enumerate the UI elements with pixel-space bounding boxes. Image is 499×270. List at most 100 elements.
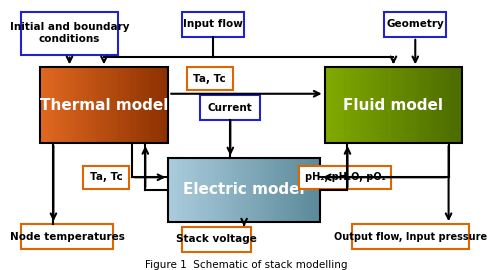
Bar (247, 158, 250, 222)
Bar (127, 67, 130, 143)
Bar (344, 67, 347, 143)
Bar (68, 67, 70, 143)
Bar (187, 67, 233, 90)
Text: Thermal model: Thermal model (40, 98, 168, 113)
Bar (168, 158, 320, 222)
Bar (271, 158, 274, 222)
Bar (65, 67, 68, 143)
Bar (208, 158, 211, 222)
Bar (171, 158, 174, 222)
Bar (440, 67, 443, 143)
Bar (78, 67, 81, 143)
Bar (181, 158, 184, 222)
Bar (302, 158, 305, 222)
Bar (366, 67, 369, 143)
Bar (187, 158, 190, 222)
Bar (132, 67, 135, 143)
Bar (109, 67, 112, 143)
Bar (402, 67, 405, 143)
Bar (396, 67, 399, 143)
Bar (190, 158, 193, 222)
Bar (384, 12, 446, 37)
Bar (217, 158, 220, 222)
Bar (55, 67, 58, 143)
Bar (259, 158, 262, 222)
Bar (107, 67, 109, 143)
Bar (363, 67, 366, 143)
Bar (220, 158, 223, 222)
Bar (88, 67, 91, 143)
Bar (385, 67, 388, 143)
Bar (407, 67, 410, 143)
Text: Current: Current (208, 103, 252, 113)
Bar (140, 67, 143, 143)
Bar (314, 158, 317, 222)
Text: Initial and boundary
conditions: Initial and boundary conditions (10, 22, 129, 44)
Bar (377, 67, 380, 143)
Bar (238, 158, 241, 222)
Bar (443, 67, 446, 143)
Bar (145, 67, 148, 143)
Bar (63, 67, 65, 143)
Bar (232, 158, 235, 222)
Bar (280, 158, 283, 222)
Bar (50, 67, 52, 143)
Bar (324, 67, 327, 143)
Bar (446, 67, 449, 143)
Bar (161, 67, 163, 143)
Bar (274, 158, 277, 222)
Bar (86, 67, 88, 143)
Bar (289, 158, 292, 222)
Bar (427, 67, 429, 143)
Bar (202, 158, 205, 222)
Bar (158, 67, 161, 143)
Bar (178, 158, 181, 222)
Bar (223, 158, 226, 222)
Bar (39, 67, 168, 143)
Text: Ta, Tc: Ta, Tc (193, 73, 226, 84)
Bar (438, 67, 440, 143)
Bar (421, 67, 424, 143)
Text: Input flow: Input flow (183, 19, 243, 29)
Bar (330, 67, 333, 143)
Bar (262, 158, 265, 222)
Bar (355, 67, 358, 143)
Bar (39, 67, 42, 143)
Bar (148, 67, 150, 143)
Text: Geometry: Geometry (386, 19, 444, 29)
Bar (360, 67, 363, 143)
Bar (94, 67, 96, 143)
Bar (292, 158, 296, 222)
Bar (327, 67, 330, 143)
Bar (371, 67, 374, 143)
Bar (104, 67, 107, 143)
Bar (405, 67, 407, 143)
Bar (182, 227, 251, 252)
Bar (114, 67, 117, 143)
Bar (184, 158, 187, 222)
Bar (311, 158, 314, 222)
Bar (333, 67, 335, 143)
Bar (42, 67, 45, 143)
Bar (416, 67, 418, 143)
Text: Output flow, Input pressure: Output flow, Input pressure (334, 232, 487, 242)
Bar (83, 166, 129, 189)
Bar (256, 158, 259, 222)
Text: Node temperatures: Node temperatures (10, 232, 125, 242)
Bar (347, 67, 349, 143)
Bar (265, 158, 268, 222)
Bar (352, 67, 355, 143)
Bar (286, 158, 289, 222)
Bar (308, 158, 311, 222)
Bar (305, 158, 308, 222)
Bar (299, 166, 391, 189)
Bar (214, 158, 217, 222)
Bar (199, 158, 202, 222)
Bar (101, 67, 104, 143)
Bar (410, 67, 413, 143)
Bar (454, 67, 457, 143)
Bar (358, 67, 360, 143)
Bar (399, 67, 402, 143)
Bar (451, 67, 454, 143)
Bar (335, 67, 338, 143)
